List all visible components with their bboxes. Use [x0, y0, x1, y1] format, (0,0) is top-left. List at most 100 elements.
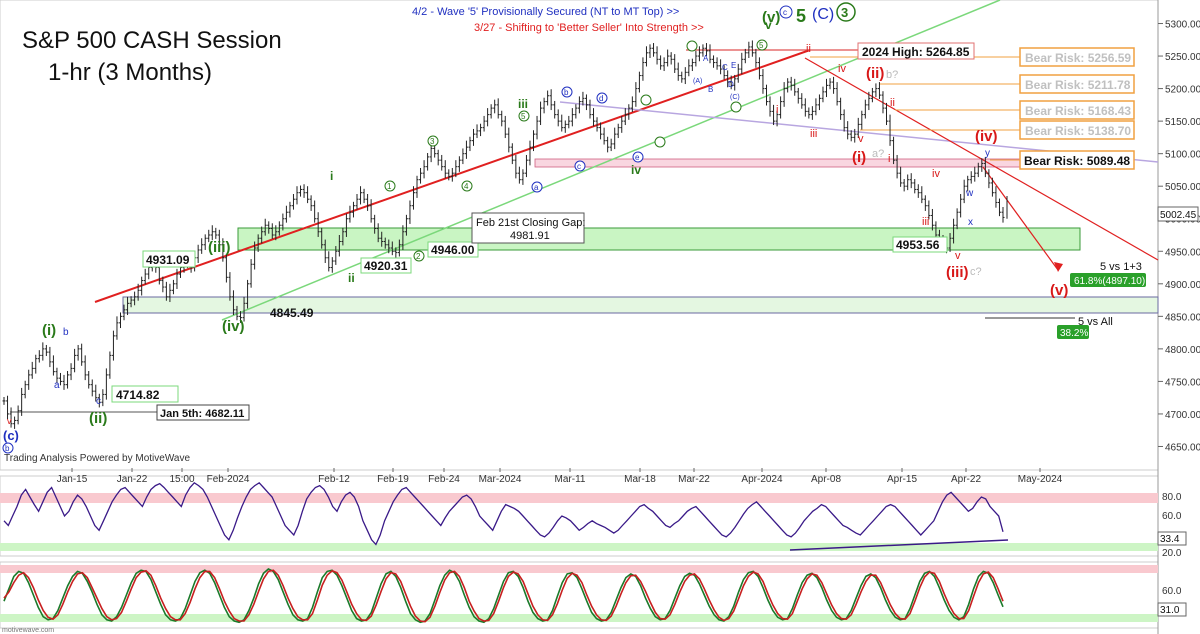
wave-label: a: [534, 183, 539, 192]
stoch-tick-60: 60.0: [1162, 586, 1182, 597]
price-bar: [464, 140, 468, 159]
price-bar: [267, 221, 271, 234]
price-bar: [320, 227, 324, 249]
price-bar: [976, 162, 980, 178]
price-bar: [404, 214, 408, 236]
price-bar: [309, 195, 313, 211]
price-bar: [450, 167, 454, 182]
price-bar: [313, 200, 317, 223]
level-2024-high: 2024 High: 5264.85: [862, 45, 970, 59]
price-bar: [242, 296, 246, 322]
level-jan5: Jan 5th: 4682.11: [160, 408, 244, 420]
price-bar: [895, 154, 899, 179]
price-bar: [306, 186, 310, 204]
y-tick-label: 5200.00: [1165, 85, 1200, 96]
price-bar: [164, 281, 168, 301]
price-bar: [461, 148, 465, 165]
wave-label: 2: [416, 252, 421, 261]
price-bar: [239, 311, 243, 323]
wave-label: (iv): [975, 128, 998, 145]
wave-label: i: [888, 153, 890, 165]
price-bar: [729, 75, 733, 90]
price-bar: [143, 268, 147, 285]
price-bar: [249, 259, 253, 288]
wave-label: v: [765, 18, 772, 32]
price-bar: [863, 99, 867, 119]
wave-label: (i): [42, 322, 56, 339]
osc-trendline: [789, 539, 1009, 551]
y-tick-label: 5050.00: [1165, 182, 1200, 193]
price-bar: [623, 108, 627, 126]
price-bar: [373, 214, 377, 234]
price-bar: [390, 241, 394, 256]
price-bar: [680, 71, 684, 83]
price-bar: [902, 179, 906, 192]
bear-risk-4: Bear Risk: 5138.70: [1025, 124, 1131, 138]
price-bar: [136, 283, 140, 301]
price-bar: [676, 62, 680, 81]
price-bar: [514, 154, 518, 179]
price-bar: [411, 186, 415, 210]
stochastic-k-line: [3, 568, 1004, 624]
stoch-overbought-zone: [0, 565, 1158, 573]
label-box-4920: [360, 257, 412, 274]
price-bar: [101, 389, 105, 407]
price-bar: [697, 46, 701, 62]
bear-box-3: [1019, 100, 1135, 120]
price-bar: [906, 174, 910, 191]
price-bar: [567, 115, 571, 129]
price-bar: [351, 201, 355, 218]
price-bar: [387, 239, 391, 254]
price-bar: [66, 370, 70, 389]
bear-risk-1: Bear Risk: 5256.59: [1025, 51, 1131, 65]
wave-label: (i): [852, 149, 866, 166]
price-bar: [807, 107, 811, 119]
price-bar: [210, 225, 214, 241]
price-bar: [821, 86, 825, 103]
support-zone: [122, 296, 1159, 314]
price-bar: [595, 117, 599, 132]
label-box-4953: [892, 236, 948, 253]
wave-label: 4: [464, 182, 469, 191]
wave-label: (ii): [866, 65, 884, 82]
price-bar: [214, 227, 218, 239]
price-bar: [422, 160, 426, 179]
price-bar: [486, 108, 490, 127]
price-bar: [969, 171, 973, 184]
price-bar: [874, 83, 878, 98]
price-bar: [722, 65, 726, 80]
wave-label: b: [5, 444, 10, 453]
price-bar: [708, 44, 712, 64]
last-price-tag: [1157, 206, 1199, 222]
price-bar: [122, 304, 126, 321]
osc-tick-80: 80.0: [1162, 492, 1182, 503]
oscillator-series: [3, 481, 1004, 546]
label-box-4931: [142, 250, 196, 268]
watermark-text: motivewave.com: [2, 627, 54, 634]
price-bar: [443, 160, 447, 179]
price-bar: [846, 121, 850, 140]
price-bar: [20, 387, 24, 416]
y-tick-label: 4900.00: [1165, 280, 1200, 291]
bear-box-4: [1019, 120, 1135, 140]
wave-label: w: [965, 188, 974, 199]
price-bar: [620, 115, 624, 133]
bear-box-5: [1019, 150, 1135, 170]
price-bar: [683, 67, 687, 85]
price-bar: [344, 213, 348, 237]
price-bar: [221, 238, 225, 262]
price-bar: [630, 96, 634, 113]
price-bar: [263, 218, 267, 236]
price-bar: [923, 195, 927, 211]
osc-tick-20: 20.0: [1162, 548, 1182, 559]
price-bar: [475, 124, 479, 139]
price-bar: [419, 167, 423, 184]
y-tick-label: 4750.00: [1165, 377, 1200, 388]
price-bar: [140, 276, 144, 296]
price-bar: [952, 218, 956, 244]
price-bar: [23, 380, 27, 399]
y-tick-label: 5100.00: [1165, 150, 1200, 161]
price-bar: [359, 186, 363, 205]
price-bar: [274, 225, 278, 241]
price-bar: [927, 200, 931, 220]
